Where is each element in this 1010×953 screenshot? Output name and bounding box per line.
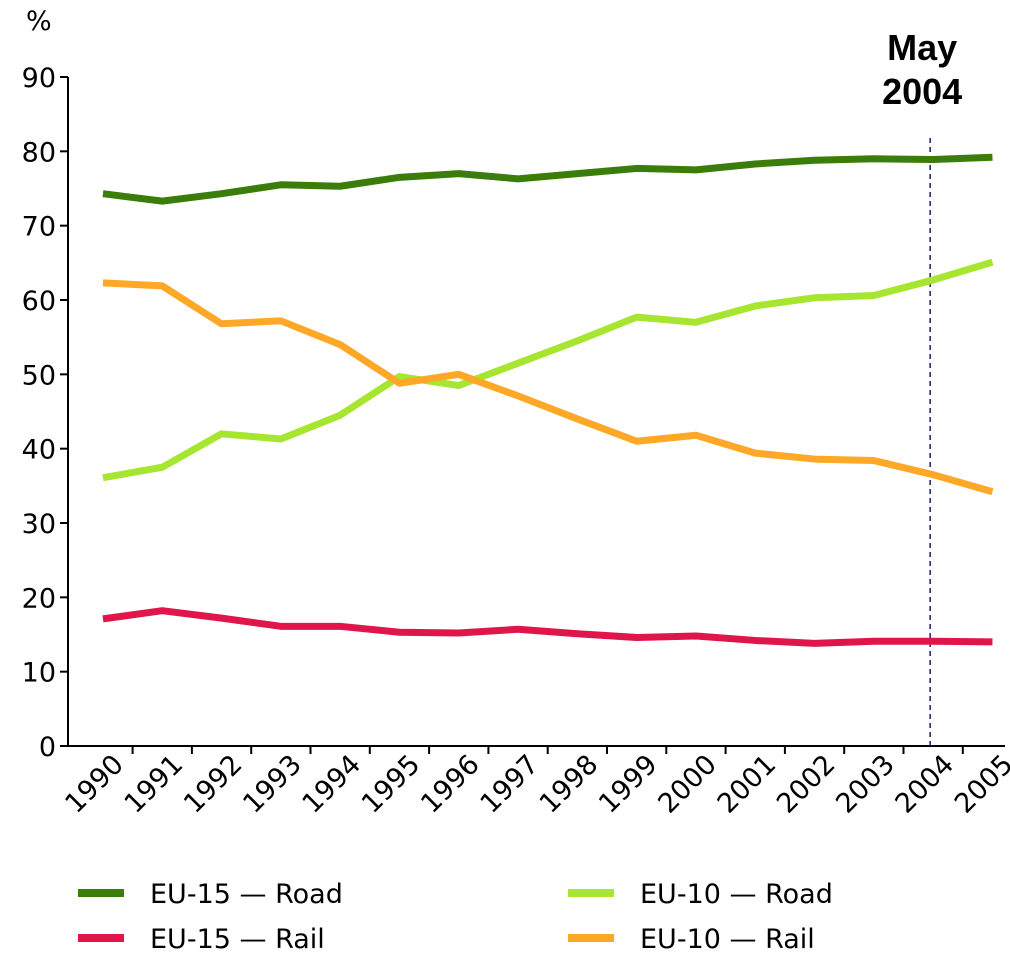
y-tick-label: 80 xyxy=(22,137,56,168)
x-tick-label: 2002 xyxy=(771,749,842,820)
legend-label: EU-10 — Road xyxy=(640,879,833,910)
y-tick-label: 20 xyxy=(22,583,56,614)
x-tick-label: 2004 xyxy=(890,749,961,820)
x-tick-label: 2005 xyxy=(949,749,1010,820)
x-tick-label: 2000 xyxy=(652,749,723,820)
series-line xyxy=(102,153,993,205)
x-tick-label: 1997 xyxy=(474,749,545,820)
series-line xyxy=(102,258,994,482)
series-line xyxy=(102,607,993,647)
series-line xyxy=(102,279,994,496)
x-tick-label: 2003 xyxy=(830,749,901,820)
x-tick-label: 1994 xyxy=(297,749,368,820)
legend-label: EU-15 — Rail xyxy=(150,924,325,953)
y-tick-label: 50 xyxy=(22,360,56,391)
annotation: 2004 xyxy=(882,71,962,112)
y-tick-label: 30 xyxy=(22,509,56,540)
y-tick-label: 90 xyxy=(22,63,56,94)
x-tick-label: 1996 xyxy=(415,749,486,820)
y-tick-label: 10 xyxy=(22,658,56,689)
y-tick-label: 40 xyxy=(22,435,56,466)
y-tick-label: 0 xyxy=(39,732,56,763)
x-tick-label: 1998 xyxy=(534,749,605,820)
x-tick-label: 1999 xyxy=(593,749,664,820)
x-tick-label: 1995 xyxy=(356,749,427,820)
annotation: May xyxy=(887,27,957,68)
x-tick-label: 1990 xyxy=(59,749,130,820)
legend-label: EU-10 — Rail xyxy=(640,924,815,953)
legend-label: EU-15 — Road xyxy=(150,879,343,910)
x-tick-label: 1991 xyxy=(119,749,190,820)
y-tick-label: 60 xyxy=(22,286,56,317)
y-tick-label: 70 xyxy=(22,212,56,243)
x-tick-label: 1992 xyxy=(178,749,249,820)
x-tick-label: 1993 xyxy=(237,749,308,820)
x-tick-label: 2001 xyxy=(712,749,783,820)
y-axis-label: % xyxy=(26,6,52,37)
